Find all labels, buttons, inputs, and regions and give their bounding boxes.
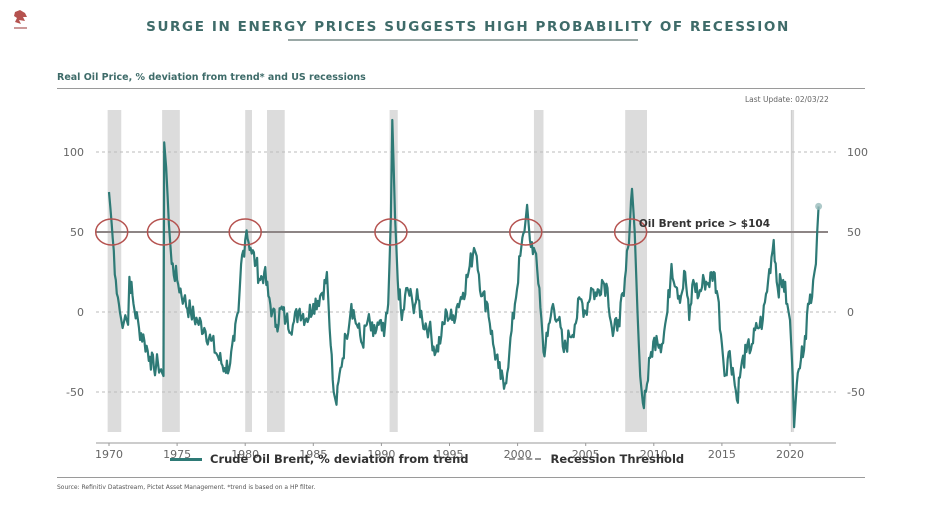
crossing-circle [94, 218, 129, 246]
recession-band [791, 110, 795, 432]
y-tick-label-left: 100 [63, 146, 84, 159]
x-axis: 1970 1975 1980 1985 1990 1995 2000 2005 2010 2015… [95, 442, 836, 461]
last-point-marker [815, 202, 823, 210]
x-tick-label: 1990 [367, 448, 395, 461]
y-tick-label-right: 0 [847, 306, 854, 319]
subtitle-divider [57, 88, 865, 89]
recession-band [266, 110, 285, 432]
y-tick-label-right: 100 [847, 146, 868, 159]
chart-legend: Crude Oil Brent, % deviation from trend … [170, 452, 684, 466]
y-axis-labels: -50 -50 0 0 50 50 100 100 [63, 146, 868, 399]
x-tick-label: 1995 [436, 448, 464, 461]
crossing-circle [146, 218, 181, 246]
legend-series-label: Crude Oil Brent, % deviation from trend [210, 452, 469, 466]
y-tick-label-right: 50 [847, 226, 861, 239]
y-tick-label-right: -50 [847, 386, 865, 399]
crossing-circle [228, 218, 262, 246]
chart-subtitle: Real Oil Price, % deviation from trend* … [57, 72, 366, 83]
recession-band [389, 110, 398, 432]
x-tick-label: 1980 [231, 448, 259, 461]
x-tick-label: 2005 [572, 448, 600, 461]
legend-threshold-label: Recession Threshold [550, 452, 685, 466]
last-update-label: Last Update: 02/03/22 [745, 95, 829, 104]
y-tick-label-left: 0 [77, 306, 84, 319]
x-tick-label: 1970 [95, 448, 123, 461]
recession-band [533, 110, 544, 432]
crossing-circles [94, 218, 648, 246]
x-tick-label: 2015 [708, 448, 736, 461]
y-tick-label-left: -50 [66, 386, 84, 399]
x-tick-label: 2000 [504, 448, 532, 461]
page-title: SURGE IN ENERGY PRICES SUGGESTS HIGH PRO… [146, 19, 790, 35]
oil-price-series-line [107, 118, 820, 429]
x-tick-label: 2010 [640, 448, 668, 461]
x-tick-label: 1985 [299, 448, 327, 461]
crossing-circle [613, 218, 648, 246]
series-group [107, 118, 823, 429]
recession-band [245, 110, 253, 432]
legend-threshold-swatch [508, 458, 541, 460]
legend-series-swatch [170, 457, 202, 461]
threshold-annotation: Oil Brent price > $104 [639, 218, 770, 230]
source-note: Source: Refinitiv Datastream, Pictet Ass… [57, 484, 316, 491]
gridlines [96, 151, 836, 393]
crossing-circle [374, 218, 408, 246]
recession-bands [107, 110, 795, 432]
title-underline [288, 39, 638, 41]
lion-crest-logo [10, 8, 32, 32]
footer-divider [57, 477, 865, 478]
x-tick-label: 2020 [776, 448, 804, 461]
crossing-circle [509, 218, 543, 246]
y-tick-label-left: 50 [70, 226, 84, 239]
